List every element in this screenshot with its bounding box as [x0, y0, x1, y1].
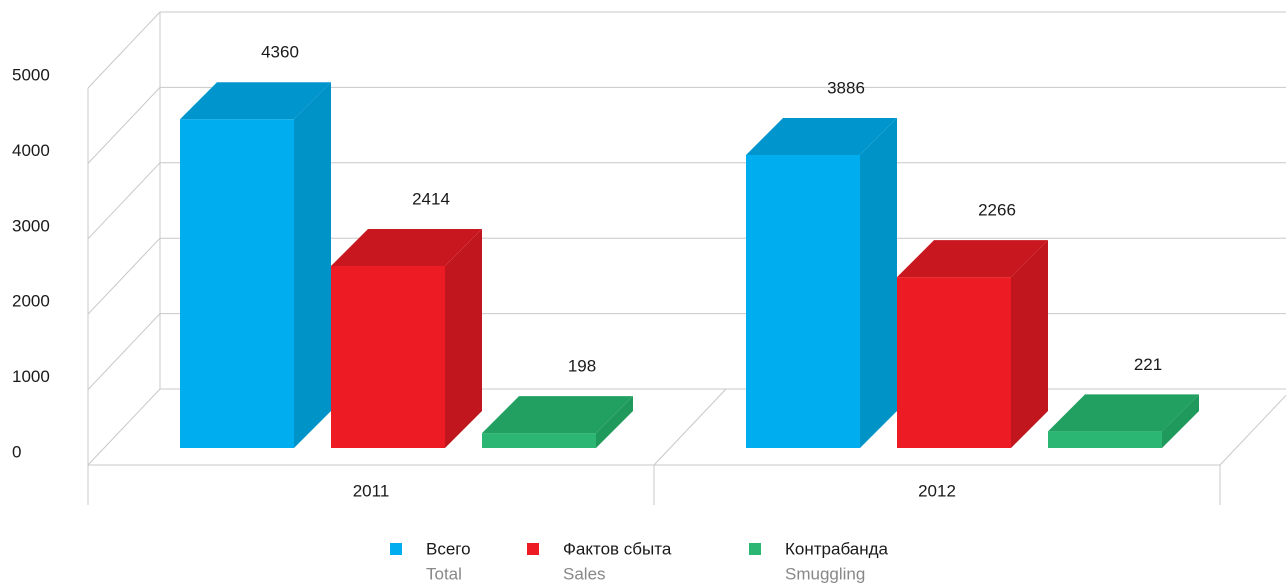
bar-top: [180, 82, 331, 120]
bar: [1048, 394, 1199, 448]
y-tick-label: 3000: [12, 216, 50, 235]
value-label: 198: [568, 357, 596, 376]
bar: [482, 396, 633, 448]
bar: [746, 117, 897, 448]
legend-swatch: [390, 543, 402, 555]
bar-side: [1011, 240, 1048, 448]
x-tick-label: 2011: [353, 481, 390, 500]
grid-line: [87, 388, 161, 466]
value-label: 2266: [978, 201, 1016, 220]
y-tick-label: 4000: [12, 141, 50, 160]
bar-front: [180, 119, 294, 449]
y-tick-label: 2000: [12, 292, 50, 311]
bar-side: [445, 228, 482, 448]
x-tick-label: 2012: [918, 481, 956, 500]
value-label: 3886: [827, 78, 865, 97]
y-tick-label: 1000: [12, 367, 50, 386]
bar-top: [331, 228, 482, 266]
bar-top: [746, 117, 897, 155]
bar-front: [1048, 431, 1162, 448]
bar: [331, 228, 482, 448]
legend-sublabel: Smuggling: [785, 564, 865, 583]
grid-line: [87, 237, 161, 315]
grid-line: [87, 162, 161, 240]
bar: [897, 240, 1048, 448]
bar-front: [331, 265, 445, 448]
bar-side: [1162, 394, 1199, 448]
floor-divider: [1219, 394, 1286, 466]
legend-label: Контрабанда: [785, 539, 889, 558]
bar-top: [1048, 394, 1199, 432]
grid-line: [87, 87, 161, 164]
grid-line: [87, 313, 161, 390]
bar-front: [482, 433, 596, 448]
legend-sublabel: Total: [426, 564, 462, 583]
y-tick-label: 0: [12, 442, 21, 461]
bar-top: [897, 240, 1048, 278]
legend-label: Всего: [426, 539, 471, 558]
grid-line: [87, 11, 161, 89]
legend-sublabel: Sales: [563, 564, 606, 583]
y-tick-label: 5000: [12, 65, 50, 84]
legend-swatch: [527, 543, 539, 555]
bar-side: [596, 396, 633, 448]
legend-label: Фактов сбыта: [563, 539, 672, 558]
bar-side: [294, 82, 331, 449]
bar-front: [746, 154, 860, 448]
value-label: 2414: [412, 189, 450, 208]
value-label: 4360: [261, 43, 299, 62]
legend-swatch: [749, 543, 761, 555]
bar-side: [860, 117, 897, 448]
value-label: 221: [1134, 355, 1162, 374]
bar: [180, 82, 331, 449]
floor-divider: [653, 388, 727, 466]
bar-front: [897, 277, 1011, 448]
bar-top: [482, 396, 633, 434]
